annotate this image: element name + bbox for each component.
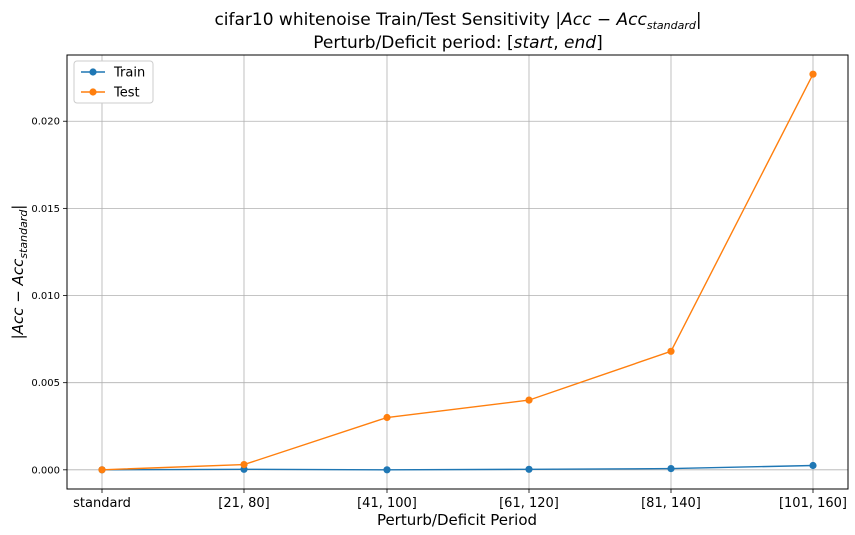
train-series-line [101,464,814,471]
axis-ticks: standard [21, 80] [41, 100] [61, 120] [81, 1… [31,117,847,511]
chart-title-line-1: cifar10 whitenoise Train/Test Sensitivit… [214,10,701,32]
plot-frame [66,54,849,490]
train-data-point [667,465,675,473]
test-data-point [240,461,248,469]
data-series [98,70,817,474]
legend-label-train: Train [113,66,145,81]
x-tick-label: [21, 80] [218,496,270,511]
test-data-point [525,396,533,404]
chart-title-line-2: Perturb/Deficit period: [start, end] [313,33,602,53]
y-tick-label: 0.000 [31,465,60,476]
legend-marker-train [89,68,97,76]
x-tick-label: [41, 100] [357,496,417,511]
grid-lines [67,55,848,489]
x-axis-label: Perturb/Deficit Period [377,511,537,529]
y-tick-label: 0.010 [31,291,60,302]
legend: Train Test [73,60,154,104]
train-data-point [525,465,533,473]
y-tick-label: 0.005 [31,378,60,389]
test-data-point [667,347,675,355]
x-tick-label: [101, 160] [779,496,847,511]
y-tick-label: 0.020 [31,117,60,128]
test-data-point [98,466,106,474]
x-tick-label: [61, 120] [499,496,559,511]
train-data-point [809,461,817,470]
test-series-line [101,73,814,471]
train-data-point [383,466,391,474]
test-data-point [383,413,391,422]
x-tick-label: [81, 140] [641,496,701,511]
y-tick-label: 0.015 [31,204,60,215]
test-data-point [809,70,817,78]
legend-label-test: Test [113,86,140,101]
legend-marker-test [89,88,97,96]
y-axis-label: |Acc − Accstandard| [9,205,30,340]
x-tick-label: standard [73,496,131,511]
